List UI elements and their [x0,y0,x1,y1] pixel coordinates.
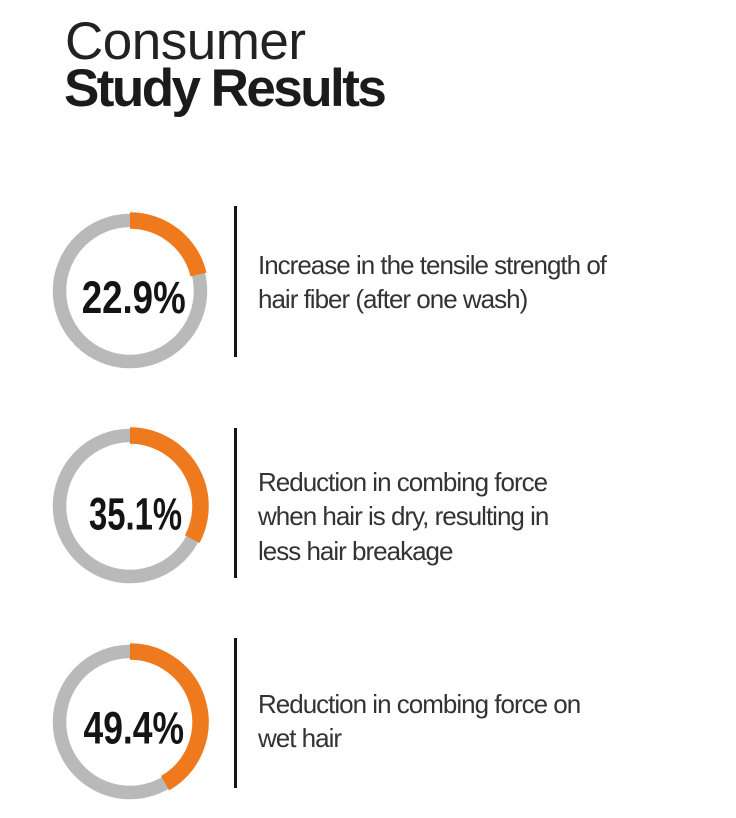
svg-text:49.4%: 49.4% [84,702,185,753]
svg-text:35.1%: 35.1% [89,488,182,539]
svg-text:22.9%: 22.9% [82,271,186,322]
